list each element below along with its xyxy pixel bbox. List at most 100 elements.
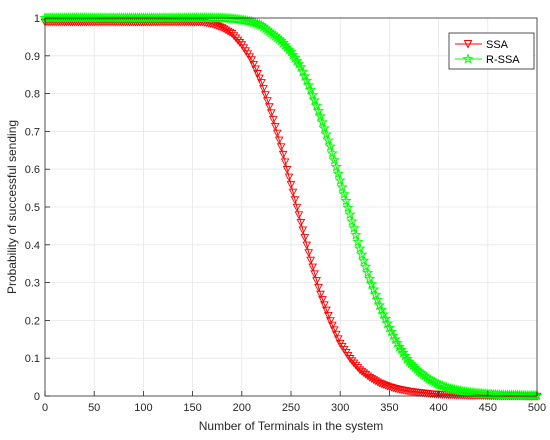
legend: SSA R-SSA	[448, 32, 535, 70]
data-point-r-ssa	[360, 260, 372, 272]
data-point-ssa	[227, 29, 237, 38]
series-r-ssa	[39, 12, 543, 401]
data-point-ssa	[282, 166, 292, 174]
data-point-ssa	[233, 36, 243, 45]
data-point-ssa	[316, 290, 325, 299]
data-point-r-ssa	[373, 299, 386, 311]
data-point-r-ssa	[334, 174, 346, 186]
data-point-ssa	[322, 306, 331, 315]
data-point-r-ssa	[305, 83, 317, 95]
data-point-ssa	[286, 181, 296, 190]
data-point-ssa	[320, 301, 329, 310]
data-point-ssa	[314, 283, 323, 292]
data-point-ssa	[223, 27, 233, 36]
legend-marker-ssa	[463, 40, 473, 49]
data-point-ssa	[261, 91, 270, 100]
data-point-r-ssa	[531, 389, 543, 401]
data-point-ssa	[272, 129, 282, 138]
data-point-ssa	[324, 311, 333, 320]
data-point-ssa	[325, 317, 335, 326]
x-tick-label: 200	[233, 402, 251, 414]
y-tick-label: 0.2	[25, 315, 40, 327]
data-point-ssa	[363, 372, 373, 381]
data-point-ssa	[235, 39, 245, 47]
data-point-ssa	[215, 23, 225, 32]
data-point-r-ssa	[332, 167, 344, 179]
data-point-r-ssa	[364, 272, 376, 284]
data-point-r-ssa	[371, 294, 384, 305]
data-point-r-ssa	[350, 229, 362, 240]
data-point-ssa	[263, 97, 272, 106]
data-point-ssa	[292, 203, 302, 212]
y-tick-label: 0.5	[25, 202, 40, 214]
x-tick-label: 0	[42, 402, 48, 414]
data-point-r-ssa	[381, 317, 394, 329]
data-point-ssa	[253, 70, 262, 78]
data-point-r-ssa	[326, 147, 338, 159]
data-point-r-ssa	[336, 181, 348, 193]
data-point-r-ssa	[299, 70, 311, 82]
data-point-r-ssa	[318, 122, 331, 134]
data-point-ssa	[284, 173, 294, 182]
data-point-r-ssa	[352, 235, 364, 247]
data-point-r-ssa	[330, 161, 342, 172]
data-point-r-ssa	[366, 278, 378, 289]
x-tick-label: 400	[429, 402, 447, 414]
data-point-r-ssa	[279, 39, 291, 51]
data-point-ssa	[371, 377, 380, 386]
data-point-r-ssa	[281, 41, 293, 53]
data-point-ssa	[296, 218, 306, 227]
data-point-r-ssa	[346, 215, 358, 227]
y-tick-label: 0.9	[25, 51, 40, 63]
data-point-ssa	[266, 109, 276, 118]
data-point-ssa	[310, 270, 319, 279]
data-point-ssa	[302, 241, 312, 250]
x-tick-label: 450	[479, 402, 497, 414]
data-point-r-ssa	[362, 266, 374, 278]
y-tick-label: 0.7	[25, 126, 40, 138]
data-point-ssa	[306, 256, 316, 265]
data-point-ssa	[280, 158, 290, 167]
legend-label-rssa: R-SSA	[486, 54, 520, 66]
data-point-r-ssa	[314, 110, 327, 122]
data-point-r-ssa	[303, 79, 315, 91]
data-point-ssa	[231, 34, 241, 43]
data-point-r-ssa	[275, 34, 287, 46]
data-point-r-ssa	[310, 99, 323, 111]
x-axis-label: Number of Terminals in the system	[199, 419, 384, 433]
data-point-r-ssa	[277, 37, 289, 48]
data-point-r-ssa	[308, 94, 321, 106]
data-point-r-ssa	[368, 283, 380, 295]
data-point-ssa	[288, 188, 298, 197]
y-tick-label: 0.3	[25, 278, 40, 290]
data-point-r-ssa	[358, 254, 370, 266]
y-axis-label: Probability of successful sending	[5, 120, 19, 294]
data-point-r-ssa	[369, 288, 382, 300]
data-point-r-ssa	[307, 89, 319, 100]
y-tick-label: 1	[34, 13, 40, 25]
y-tick-label: 0.1	[25, 353, 40, 365]
data-point-ssa	[331, 330, 341, 339]
data-point-ssa	[247, 56, 257, 65]
x-tick-label: 100	[134, 402, 152, 414]
data-point-r-ssa	[283, 43, 295, 55]
x-tick-label: 50	[88, 402, 100, 414]
x-tick-label: 350	[380, 402, 398, 414]
data-point-r-ssa	[348, 222, 360, 233]
data-point-r-ssa	[379, 312, 392, 324]
data-point-ssa	[345, 355, 355, 363]
data-point-ssa	[318, 296, 327, 304]
data-point-ssa	[351, 361, 361, 370]
data-point-ssa	[276, 143, 286, 152]
data-point-r-ssa	[295, 61, 307, 72]
y-tick-label: 0	[34, 391, 40, 403]
data-point-r-ssa	[356, 248, 368, 260]
data-point-r-ssa	[377, 308, 390, 320]
data-point-ssa	[255, 74, 264, 83]
data-point-ssa	[312, 277, 321, 286]
data-point-r-ssa	[320, 128, 333, 140]
x-tick-label: 250	[282, 402, 300, 414]
legend-marker-rssa	[462, 53, 474, 64]
data-point-ssa	[229, 32, 239, 41]
